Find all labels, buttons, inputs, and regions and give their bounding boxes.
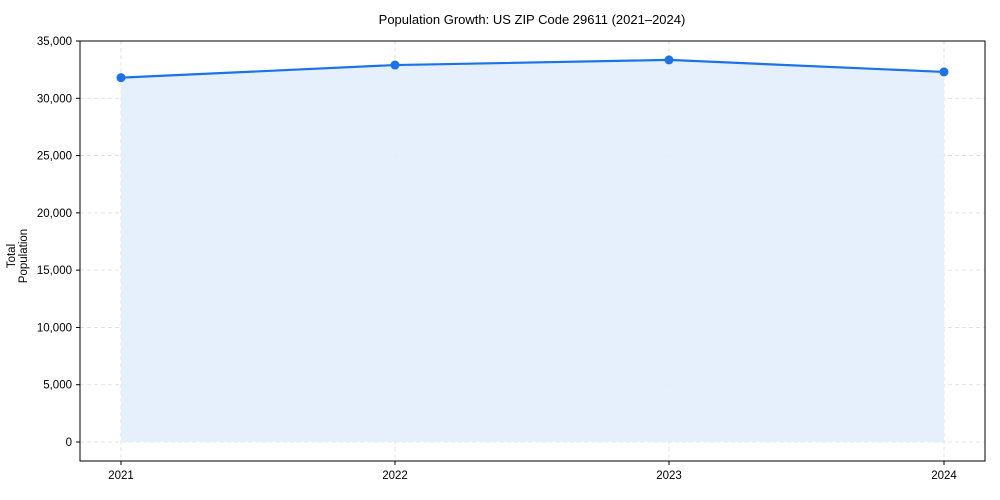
x-tick-label: 2022: [382, 470, 408, 482]
x-tick-label: 2024: [931, 470, 957, 482]
y-tick-label: 35,000: [37, 36, 72, 48]
data-point-marker: [390, 60, 400, 70]
y-tick-label: 30,000: [37, 93, 72, 105]
data-point-marker: [116, 73, 126, 83]
y-tick-label: 20,000: [37, 208, 72, 220]
area-fill: [121, 59, 944, 442]
data-markers: [116, 55, 949, 83]
y-tick-label: 25,000: [37, 151, 72, 163]
x-axis-ticks: 2021 2022 2023 2024: [108, 461, 957, 482]
data-point-marker: [664, 55, 674, 65]
x-tick-label: 2023: [656, 470, 682, 482]
chart-title: Population Growth: US ZIP Code 29611 (20…: [378, 12, 686, 27]
population-line: [120, 58, 945, 79]
data-point-marker: [939, 67, 949, 77]
plot-frame: [79, 40, 986, 462]
y-tick-label: 15,000: [37, 265, 72, 277]
y-tick-label: 5,000: [43, 380, 72, 392]
x-tick-label: 2021: [108, 470, 134, 482]
y-tick-label: 0: [66, 437, 72, 449]
y-tick-label: 10,000: [37, 322, 72, 334]
y-axis-ticks: 0 5,000 10,000 15,000 20,000 25,000 30,000 35,0…: [37, 36, 80, 449]
